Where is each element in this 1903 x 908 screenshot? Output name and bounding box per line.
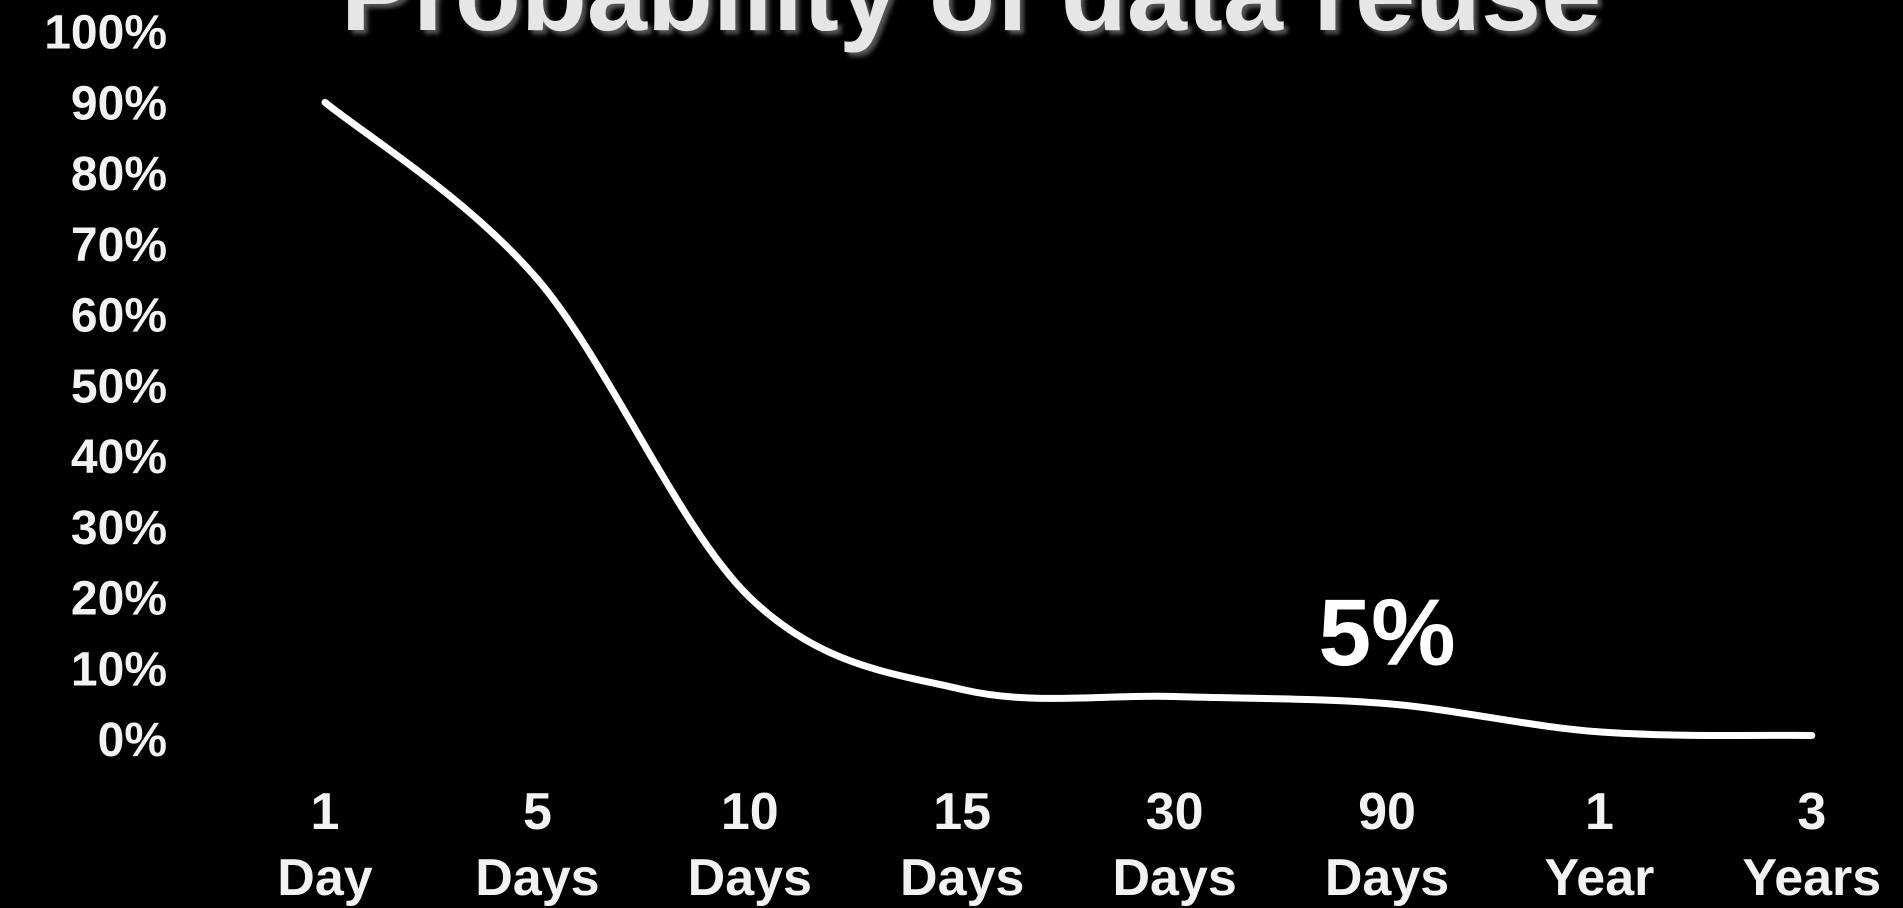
x-tick-label: 3 Years: [1742, 783, 1881, 907]
annotation: 5%: [1318, 580, 1455, 686]
y-tick-label: 60%: [71, 290, 167, 343]
y-tick-label: 80%: [71, 148, 167, 201]
y-tick-label: 70%: [71, 219, 167, 272]
x-tick-label: 30 Days: [1112, 783, 1236, 907]
y-tick-label: 90%: [71, 77, 167, 130]
x-tick-label-line: 15: [933, 783, 991, 841]
x-tick-label-line: Days: [1112, 849, 1236, 907]
x-tick-label-line: Days: [688, 849, 812, 907]
y-tick-label: 20%: [71, 573, 167, 626]
line-series: [321, 98, 1816, 739]
x-tick-label-line: 5: [523, 783, 552, 841]
y-tick-label: 10%: [71, 643, 167, 696]
chart-title: Probability of data reuse: [341, 0, 1601, 53]
x-tick-label: 1 Year: [1544, 783, 1654, 907]
y-tick-label: 50%: [71, 360, 167, 413]
x-tick-label-line: Years: [1742, 849, 1881, 907]
y-tick-label: 40%: [71, 431, 167, 484]
x-tick-label: 10 Days: [688, 783, 812, 907]
x-tick-label-line: 1: [311, 783, 340, 841]
x-tick-label-line: 1: [1585, 783, 1614, 841]
x-tick-label: 1 Day: [277, 783, 372, 907]
x-tick-label-line: Year: [1544, 849, 1654, 907]
x-tick-label-line: 90: [1358, 783, 1416, 841]
x-tick-label-line: 30: [1146, 783, 1204, 841]
x-tick-label-line: 3: [1797, 783, 1826, 841]
x-tick-label: 15 Days: [900, 783, 1024, 907]
x-tick-label-line: Days: [1325, 849, 1449, 907]
x-tick-label-line: 10: [721, 783, 779, 841]
x-tick-label-line: Days: [475, 849, 599, 907]
x-tick-label: 90 Days: [1325, 783, 1449, 907]
y-tick-label: 30%: [71, 502, 167, 555]
x-tick-label-line: Day: [277, 849, 372, 907]
x-tick-label-line: Days: [900, 849, 1024, 907]
y-tick-label: 100%: [44, 7, 167, 60]
y-tick-label: 0%: [98, 714, 167, 767]
x-tick-label: 5 Days: [475, 783, 599, 907]
